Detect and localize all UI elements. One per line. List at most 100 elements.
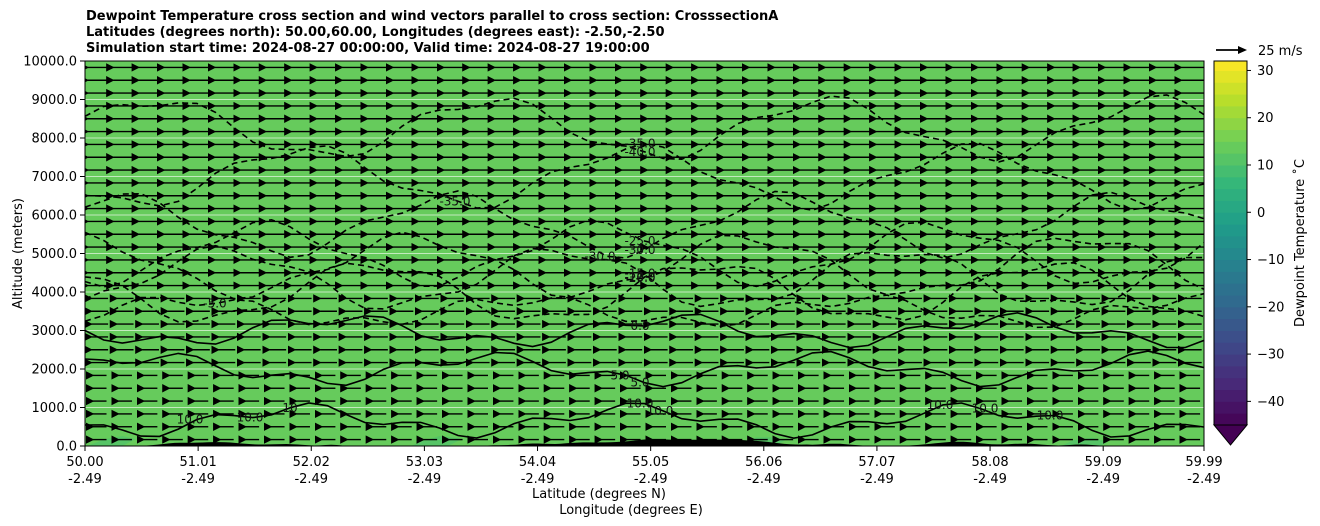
x-tick-label-lat: 55.05 bbox=[632, 455, 669, 470]
contour-label: -20.0 bbox=[624, 271, 655, 285]
x-tick-label-lon: -2.49 bbox=[634, 472, 668, 487]
y-tick-label: 2000.0 bbox=[32, 363, 78, 378]
colorbar-segment bbox=[1214, 153, 1247, 166]
colorbar-tick-label: 20 bbox=[1257, 111, 1274, 126]
contour-line bbox=[85, 244, 1204, 310]
colorbar-segment bbox=[1214, 200, 1247, 213]
contour-label: -25.0 bbox=[624, 234, 655, 248]
x-tick-label-lat: 51.01 bbox=[180, 455, 217, 470]
colorbar-segment bbox=[1214, 413, 1247, 426]
contour-label: 5.0 bbox=[630, 376, 649, 390]
y-tick-label: 5000.0 bbox=[32, 247, 78, 262]
x-tick-label-lat: 54.04 bbox=[519, 455, 556, 470]
colorbar-segment bbox=[1214, 401, 1247, 414]
colorbar-segment bbox=[1214, 365, 1247, 379]
y-tick-label: 7000.0 bbox=[32, 170, 78, 185]
chart-title-line-3: Simulation start time: 2024-08-27 00:00:… bbox=[86, 41, 650, 56]
colorbar-tick-label: 0 bbox=[1257, 206, 1265, 221]
x-tick-label-lat: 56.06 bbox=[745, 455, 782, 470]
colorbar-tick-label: 10 bbox=[1257, 159, 1274, 174]
contour-label: -30.0 bbox=[624, 243, 655, 257]
colorbar-segment bbox=[1214, 377, 1247, 391]
x-tick-label-lon: -2.49 bbox=[747, 472, 781, 487]
contour-label: 10.0 bbox=[237, 411, 264, 425]
colorbar-tick-label: −40 bbox=[1257, 395, 1284, 410]
colorbar-tick-label: −20 bbox=[1257, 300, 1284, 315]
x-tick-label-lat: 57.07 bbox=[858, 455, 895, 470]
y-tick-label: 10000.0 bbox=[23, 55, 77, 70]
colorbar-segment bbox=[1214, 70, 1247, 83]
contour-line bbox=[85, 94, 1204, 163]
x-axis-label-lat: Latitude (degrees N) bbox=[532, 487, 666, 502]
colorbar-segment bbox=[1214, 176, 1247, 190]
colorbar-tick-label: 30 bbox=[1257, 64, 1274, 79]
x-tick-label-lat: 59.99 bbox=[1185, 455, 1222, 470]
wind-vectors bbox=[85, 63, 1204, 444]
colorbar-segment bbox=[1214, 354, 1247, 367]
x-tick-label-lon: -2.49 bbox=[1187, 472, 1221, 487]
colorbar-segment bbox=[1214, 247, 1247, 261]
contour-label: -40.0 bbox=[624, 145, 655, 159]
colorbar-segment bbox=[1214, 389, 1247, 402]
terrain-profile bbox=[85, 439, 1204, 446]
field-band bbox=[85, 25, 1204, 61]
colorbar-segment bbox=[1214, 105, 1247, 119]
contour-label: 10.0 bbox=[1037, 408, 1064, 422]
y-tick-label: 1000.0 bbox=[32, 401, 78, 416]
x-tick-label-lat: 59.09 bbox=[1085, 455, 1122, 470]
colorbar-segment bbox=[1214, 165, 1247, 178]
colorbar-tick-label: −30 bbox=[1257, 348, 1284, 363]
contour-line bbox=[85, 231, 1204, 300]
y-tick-label: 6000.0 bbox=[32, 209, 78, 224]
contour-label: 10.0 bbox=[972, 401, 999, 415]
contour-label: 10 bbox=[282, 401, 297, 415]
y-axis-label: Altitude (meters) bbox=[11, 198, 26, 309]
contour-label: 10.0 bbox=[627, 397, 654, 411]
y-tick-label: 4000.0 bbox=[32, 286, 78, 301]
colorbar-segment bbox=[1214, 342, 1247, 355]
x-tick-label-lon: -2.49 bbox=[181, 472, 215, 487]
contour-label: -15.0 bbox=[624, 267, 655, 281]
grid-lines bbox=[85, 99, 1204, 408]
colorbar-segment bbox=[1214, 224, 1247, 237]
colorbar-segment bbox=[1214, 259, 1247, 272]
colorbar-segment bbox=[1214, 117, 1247, 131]
colorbar-segment bbox=[1214, 94, 1247, 107]
colorbar-segment bbox=[1214, 212, 1247, 225]
chart-title-line-2: Latitudes (degrees north): 50.00,60.00, … bbox=[86, 25, 665, 40]
contour-label: -30.0 bbox=[584, 249, 615, 263]
x-tick-label-lat: 53.03 bbox=[406, 455, 443, 470]
x-axis-label-lon: Longitude (degrees E) bbox=[559, 503, 703, 518]
x-tick-label-lon: -2.49 bbox=[860, 472, 894, 487]
colorbar-extend-min bbox=[1212, 424, 1249, 446]
colorbar-tick-label: −10 bbox=[1257, 253, 1284, 268]
y-tick-label: 0.0 bbox=[56, 440, 77, 455]
y-tick-label: 3000.0 bbox=[32, 324, 78, 339]
x-tick-label-lon: -2.49 bbox=[973, 472, 1007, 487]
contour-label: -35.0 bbox=[439, 194, 470, 208]
contour-label: -5.0 bbox=[203, 296, 226, 310]
contour-labels: -40.0-35.0-30.0-30.0-25.0-20.0-15.0-10.0… bbox=[177, 136, 1064, 426]
contour-label: 10.0 bbox=[927, 398, 954, 412]
colorbar-segment bbox=[1214, 82, 1247, 95]
axes: 0.0 1000.0 2000.0 3000.0 4000.0 5000.0 6000.0 7… bbox=[11, 55, 1223, 519]
wind-key-label: 25 m/s bbox=[1258, 44, 1303, 59]
contour-label: -35.0 bbox=[624, 136, 655, 150]
colorbar-segment bbox=[1214, 129, 1247, 142]
x-tick-label-lat: 50.00 bbox=[66, 455, 103, 470]
contour-label: 5.0 bbox=[610, 368, 629, 382]
x-tick-label-lat: 52.02 bbox=[293, 455, 330, 470]
colorbar-segment bbox=[1214, 188, 1247, 201]
colorbar-segment bbox=[1214, 141, 1247, 154]
colorbar-segment bbox=[1214, 235, 1247, 249]
colorbar-segment bbox=[1214, 283, 1247, 296]
colorbar-frame bbox=[1213, 60, 1248, 425]
contour-label: -10.0 bbox=[624, 270, 655, 284]
colorbar: −40 −30 −20 −10 0 10 20 30 Dewpoint Temperature … bbox=[1212, 60, 1308, 446]
contour-label: 0.0 bbox=[630, 319, 649, 333]
colorbar-segment bbox=[1214, 61, 1247, 71]
colorbar-segment bbox=[1214, 295, 1247, 308]
terrain bbox=[85, 439, 1204, 446]
colorbar-segment bbox=[1214, 318, 1247, 331]
